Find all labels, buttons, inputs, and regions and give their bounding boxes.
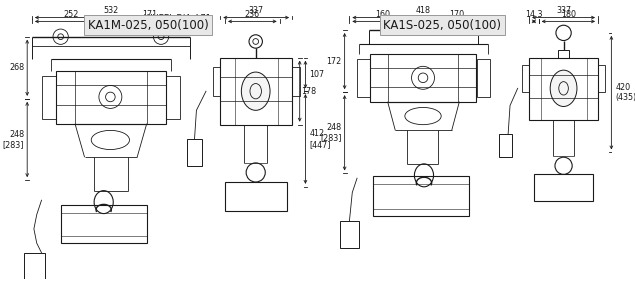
Bar xyxy=(220,58,292,125)
Text: KA1M-025, 050(100): KA1M-025, 050(100) xyxy=(88,19,208,32)
Bar xyxy=(370,54,476,102)
Text: 160: 160 xyxy=(375,10,391,18)
Bar xyxy=(213,67,220,96)
Bar xyxy=(61,205,147,243)
Text: 248
[283]: 248 [283] xyxy=(320,123,342,142)
Text: 172: 172 xyxy=(326,57,342,66)
Text: 337: 337 xyxy=(556,6,571,15)
Text: 420
(435): 420 (435) xyxy=(615,83,635,102)
Bar xyxy=(24,253,45,282)
Bar xyxy=(56,71,166,124)
Bar xyxy=(340,221,359,248)
Text: 248
[283]: 248 [283] xyxy=(3,130,24,149)
Text: 236: 236 xyxy=(245,10,260,18)
Bar xyxy=(598,65,605,92)
Bar xyxy=(534,174,593,201)
Ellipse shape xyxy=(241,72,270,110)
Bar xyxy=(498,134,512,157)
Bar xyxy=(558,50,570,58)
Bar xyxy=(373,176,469,216)
Bar xyxy=(523,65,529,92)
Bar xyxy=(529,58,598,120)
Text: 532: 532 xyxy=(104,6,119,15)
Bar xyxy=(292,67,300,96)
Text: 252: 252 xyxy=(64,10,79,18)
Ellipse shape xyxy=(550,70,577,106)
Text: 171: 171 xyxy=(142,10,157,18)
Text: 418: 418 xyxy=(416,6,431,15)
Bar xyxy=(225,182,287,211)
Text: KA1S-025, 050(100): KA1S-025, 050(100) xyxy=(384,19,502,32)
Text: 180: 180 xyxy=(561,10,576,18)
Text: WHEEL DIA Φ71: WHEEL DIA Φ71 xyxy=(144,14,211,23)
Bar xyxy=(187,139,202,166)
Bar xyxy=(41,76,56,119)
Text: 107: 107 xyxy=(309,70,324,79)
Text: 412
[447]: 412 [447] xyxy=(309,129,331,149)
Text: 337: 337 xyxy=(249,6,264,15)
Text: 170: 170 xyxy=(450,10,465,18)
Bar xyxy=(476,59,490,97)
Text: 178: 178 xyxy=(302,87,317,96)
Text: 268: 268 xyxy=(9,63,24,72)
Text: 14.3: 14.3 xyxy=(525,10,543,18)
Bar xyxy=(357,59,370,97)
Bar xyxy=(166,76,180,119)
